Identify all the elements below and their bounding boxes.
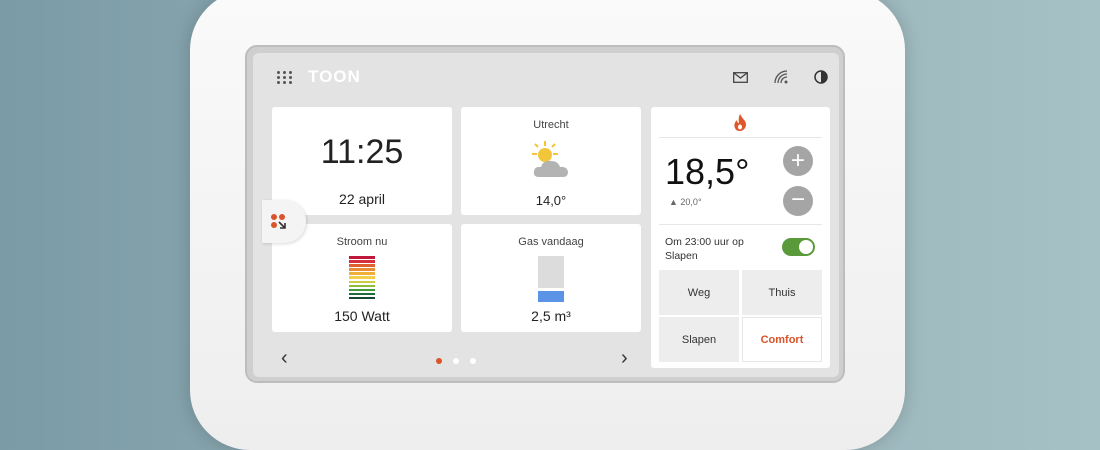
setpoint-value: 20,0° xyxy=(680,197,702,207)
thermostat-panel: 18,5° ▲ 20,0° + − Om 23:00 uur op Slapen… xyxy=(651,107,830,368)
setpoint: ▲ 20,0° xyxy=(669,197,702,207)
clock-time: 11:25 xyxy=(320,133,404,171)
prev-page-button[interactable]: ‹ xyxy=(281,347,288,369)
mode-slapen-button[interactable]: Slapen xyxy=(659,317,739,362)
mode-weg-button[interactable]: Weg xyxy=(659,270,739,315)
gas-value: 2,5 m³ xyxy=(531,308,571,324)
power-bar xyxy=(349,264,375,267)
power-level-bars xyxy=(349,256,375,301)
current-temperature: 18,5° xyxy=(665,151,750,192)
quick-menu-icon xyxy=(271,214,286,229)
gas-tile[interactable]: Gas vandaag 2,5 m³ xyxy=(461,224,641,332)
power-bar xyxy=(349,288,375,292)
gas-gauge-fill xyxy=(538,288,564,302)
power-bar xyxy=(349,272,375,275)
divider xyxy=(659,224,822,225)
screen: TOON 11:25 22 april Utrecht 14,0° Stroom… xyxy=(253,53,839,377)
partly-sunny-icon xyxy=(532,141,568,177)
setpoint-arrow-icon: ▲ xyxy=(669,197,681,207)
power-bar xyxy=(349,284,375,288)
schedule-text: Om 23:00 uur op Slapen xyxy=(665,236,744,262)
power-bar xyxy=(349,260,375,263)
logo: TOON xyxy=(308,67,361,86)
clock-date: 22 april xyxy=(339,191,385,207)
weather-city: Utrecht xyxy=(533,119,569,131)
power-value: 150 Watt xyxy=(334,308,390,324)
power-bar xyxy=(349,292,375,296)
clock-tile[interactable]: 11:25 22 april xyxy=(272,107,452,215)
apps-grid-icon[interactable] xyxy=(277,71,292,84)
contrast-icon[interactable] xyxy=(814,70,828,84)
page-dot[interactable] xyxy=(453,358,459,364)
page-dot[interactable] xyxy=(470,358,476,364)
gas-gauge xyxy=(538,256,564,302)
decrease-temperature-button[interactable]: − xyxy=(783,186,813,216)
page-indicator xyxy=(436,358,476,364)
power-label: Stroom nu xyxy=(336,236,388,248)
page-dot[interactable] xyxy=(436,358,442,364)
power-bar xyxy=(349,276,375,279)
power-bar xyxy=(349,280,375,284)
increase-temperature-button[interactable]: + xyxy=(783,146,813,176)
mail-icon[interactable] xyxy=(733,72,748,83)
power-bar xyxy=(349,256,375,259)
power-tile[interactable]: Stroom nu 150 Watt xyxy=(272,224,452,332)
divider xyxy=(659,137,822,138)
toggle-knob xyxy=(799,240,813,254)
power-bar xyxy=(349,268,375,271)
flame-icon xyxy=(734,114,746,131)
schedule-toggle[interactable] xyxy=(782,238,815,256)
power-bar xyxy=(349,296,375,300)
wifi-icon[interactable] xyxy=(773,69,789,84)
quick-menu-tab[interactable] xyxy=(262,200,306,243)
next-page-button[interactable]: › xyxy=(621,347,628,369)
mode-comfort-button[interactable]: Comfort xyxy=(742,317,822,362)
weather-temperature: 14,0° xyxy=(535,193,567,208)
mode-thuis-button[interactable]: Thuis xyxy=(742,270,822,315)
gas-label: Gas vandaag xyxy=(518,236,584,248)
weather-tile[interactable]: Utrecht 14,0° xyxy=(461,107,641,215)
